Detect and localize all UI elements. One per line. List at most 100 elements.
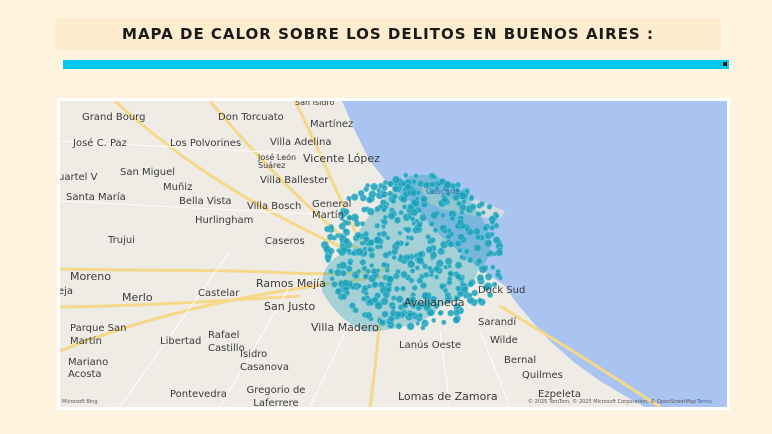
crime-dot <box>380 230 388 238</box>
crime-dot <box>391 193 398 200</box>
map-label: Avellaneda <box>404 296 465 309</box>
map-label: Don Torcuato <box>218 112 284 123</box>
crime-dot <box>369 263 375 269</box>
crime-dot <box>404 226 412 234</box>
crime-dot <box>455 285 462 292</box>
crime-dot <box>366 196 373 204</box>
accent-bar <box>63 60 729 69</box>
map-label: Isidro Casanova <box>240 349 289 373</box>
map-label: Bella Vista <box>179 196 232 207</box>
crime-dot <box>454 239 462 248</box>
map-label: Rafael Castillo <box>208 330 245 354</box>
crime-dot <box>461 285 469 294</box>
map-label: Libertad <box>160 336 202 347</box>
crime-dot <box>400 270 408 279</box>
crime-dot <box>345 265 353 273</box>
crime-dot <box>408 277 415 284</box>
map-label: Villa Adelina <box>270 137 332 148</box>
crime-dot <box>415 321 420 326</box>
crime-dot <box>381 218 388 226</box>
map-label: José C. Paz <box>73 138 127 149</box>
map-label: San Isidro <box>295 101 335 107</box>
crime-dot <box>359 258 367 266</box>
crime-dot <box>464 226 470 232</box>
map-label: Trujui <box>108 235 135 246</box>
crime-dot <box>350 285 356 291</box>
crime-dot <box>455 181 461 188</box>
crime-dot <box>489 219 496 225</box>
crime-dot <box>494 213 500 219</box>
crime-dot <box>469 203 477 210</box>
crime-dot <box>422 263 428 270</box>
crime-dot <box>441 319 447 325</box>
map-label: Villa Bosch <box>247 201 302 212</box>
heat-map[interactable]: San Isidro Grand Bourg Don Torcuato Mart… <box>60 101 727 407</box>
crime-dot <box>407 260 416 269</box>
crime-dot <box>359 240 365 246</box>
crime-dot <box>411 284 418 291</box>
crime-dot <box>407 311 414 319</box>
crime-dot <box>491 281 498 288</box>
map-label: Gregorio de Laferrere <box>246 385 306 407</box>
crime-dot <box>453 303 461 311</box>
crime-dot <box>370 267 378 275</box>
crime-dot <box>405 254 411 260</box>
map-label: Lomas de Zamora <box>398 390 498 403</box>
crime-dot <box>453 294 461 302</box>
crime-dot <box>384 267 390 273</box>
crime-dot <box>447 309 455 317</box>
crime-dot <box>447 240 455 248</box>
crime-dot <box>495 249 503 257</box>
crime-dot <box>468 195 475 202</box>
crime-dot <box>390 305 396 311</box>
crime-dot <box>475 257 483 265</box>
map-label: Lanús Oeste <box>399 340 462 351</box>
resize-handle-icon[interactable] <box>723 62 727 66</box>
crime-dot <box>340 245 348 253</box>
crime-dots <box>320 172 504 331</box>
crime-dot <box>441 196 449 204</box>
crime-dot <box>484 273 493 281</box>
crime-dot <box>493 222 500 229</box>
crime-dot <box>374 301 383 310</box>
crime-dot <box>485 252 491 257</box>
terms-link[interactable]: Terms <box>697 399 712 405</box>
crime-dot <box>404 241 410 247</box>
crime-dot <box>479 201 485 207</box>
map-label: San Justo <box>264 300 316 313</box>
crime-dot <box>352 307 359 314</box>
crime-dot <box>338 222 346 230</box>
map-label: Wilde <box>490 335 518 346</box>
crime-dot <box>423 271 430 278</box>
crime-dot <box>395 295 404 303</box>
map-label: Los Polvorines <box>170 138 242 149</box>
map-label: Muñiz <box>163 182 193 193</box>
crime-dot <box>408 235 415 241</box>
crime-dot <box>432 227 439 233</box>
crime-dot <box>420 195 428 203</box>
map-label: Dock Sud <box>478 285 526 296</box>
crime-dot <box>486 204 493 210</box>
crime-dot <box>445 295 451 301</box>
crime-dot <box>433 265 441 273</box>
crime-dot <box>381 184 388 191</box>
crime-dot <box>482 225 489 232</box>
crime-dot <box>324 225 331 233</box>
crime-dot <box>340 293 348 300</box>
map-label: Moreno <box>70 270 111 283</box>
crime-dot <box>411 221 417 226</box>
crime-dot <box>398 254 404 260</box>
crime-dot <box>382 179 389 186</box>
crime-dot <box>457 233 465 241</box>
crime-dot <box>467 280 474 288</box>
crime-dot <box>415 305 422 311</box>
crime-dot <box>454 261 463 269</box>
crime-dot <box>401 204 408 210</box>
crime-dot <box>422 181 431 189</box>
crime-dot <box>492 236 501 244</box>
crime-dot <box>380 199 387 206</box>
map-label: José León Suárez <box>258 153 297 170</box>
crime-dot <box>429 295 438 303</box>
crime-dot <box>458 203 467 212</box>
crime-dot <box>346 214 353 221</box>
